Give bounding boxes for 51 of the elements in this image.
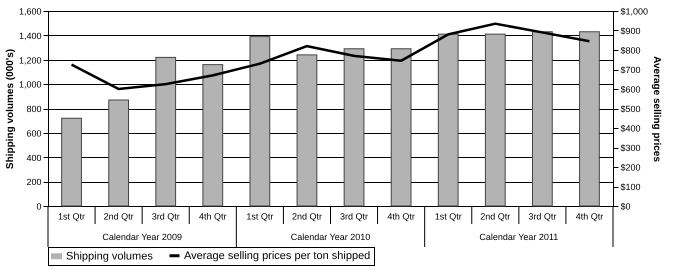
y-tick-label: 400 (26, 152, 42, 163)
y-tick-label: 0 (36, 202, 42, 212)
text: Calendar Year 2009 (102, 232, 182, 242)
bar (296, 54, 318, 206)
x-tick-label: 3rd Qtr (340, 212, 368, 222)
bar (108, 99, 130, 206)
y-tick-label: 200 (26, 177, 42, 188)
x-tick-label: 1st Qtr (246, 212, 274, 222)
bar (390, 48, 412, 206)
bar (249, 36, 270, 206)
y2-axis-title: Average selling prices (651, 56, 662, 162)
bar (155, 56, 176, 206)
bar (532, 31, 553, 206)
text: Calendar Year 2010 (290, 232, 370, 242)
y2-tick-label: $900 (620, 26, 641, 36)
x-tick-label: 3rd Qtr (152, 212, 180, 222)
y-tick-label: 800 (26, 104, 42, 114)
x-tick-label: 1st Qtr (58, 212, 86, 222)
y-tick-label: 600 (26, 128, 42, 138)
y2-tick-label: $100 (620, 182, 641, 192)
x-tick-label: 2nd Qtr (480, 212, 510, 222)
y2-tick-label: $200 (620, 162, 641, 172)
y2-tick-label: $400 (620, 124, 641, 134)
bar (484, 34, 506, 206)
y2-tick-label: $700 (620, 65, 641, 75)
y2-tick-label: $0 (620, 202, 631, 212)
y2-tick-label: $300 (620, 143, 641, 153)
x-tick-label: 4th Qtr (199, 212, 227, 222)
x-tick-label: 2nd Qtr (292, 212, 322, 222)
x-tick-label: 1st Qtr (434, 212, 462, 222)
y2-tick-label: $1,000 (620, 6, 648, 16)
y2-tick-label: $800 (620, 46, 641, 56)
text: Calendar Year 2011 (479, 232, 558, 242)
x-tick-label: 4th Qtr (576, 212, 604, 222)
y-tick-label: 1,200 (18, 55, 42, 66)
y-axis-title: Shipping volumes (000's) (4, 48, 16, 170)
bar (579, 31, 600, 206)
y2-tick-label: $600 (620, 84, 641, 94)
y2-tick-label: $500 (620, 104, 641, 114)
bar (61, 118, 82, 206)
x-tick-label: 3rd Qtr (528, 212, 556, 222)
y-tick-label: 1,400 (18, 30, 42, 41)
legend-label: Shipping volumes (66, 250, 154, 262)
bar (344, 48, 364, 206)
bar (438, 34, 459, 206)
y-tick-label: 1,000 (18, 80, 42, 90)
x-tick-label: 4th Qtr (387, 212, 415, 222)
legend-label: Average selling prices per ton shipped (184, 250, 370, 262)
x-tick-label: 2nd Qtr (104, 212, 134, 222)
bar (202, 64, 224, 206)
y-tick-label: 1,600 (18, 6, 42, 16)
